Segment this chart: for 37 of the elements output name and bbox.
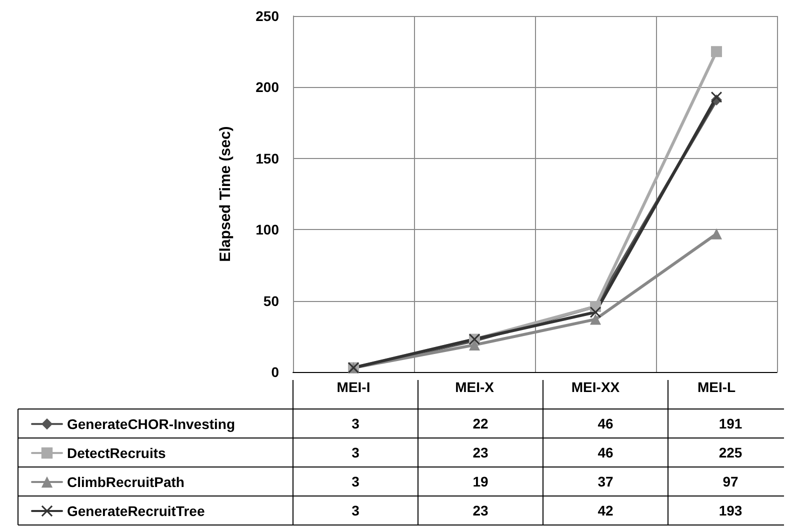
x-tick-label: MEI-X (455, 379, 495, 395)
data-label: 3 (352, 444, 360, 460)
point (711, 92, 722, 103)
x-tick-label: MEI-XX (571, 379, 620, 395)
point (469, 339, 480, 350)
legend-label: DetectRecruits (67, 445, 166, 461)
data-label: 3 (352, 416, 360, 432)
y-tick-label: 50 (263, 292, 280, 309)
data-label: 3 (352, 502, 360, 518)
x-tick-label: MEI-L (697, 379, 736, 395)
point (590, 314, 601, 325)
legend-label: GenerateRecruitTree (67, 503, 205, 519)
x-tick-label: MEI-I (336, 379, 370, 395)
data-label: 97 (722, 474, 738, 490)
data-label: 225 (718, 444, 742, 460)
data-label: 19 (472, 474, 488, 490)
y-axis-title: Elapsed Time (sec) (217, 126, 234, 262)
y-tick-label: 250 (256, 8, 280, 24)
data-label: 22 (472, 416, 488, 432)
data-label: 191 (718, 416, 742, 432)
data-label: 23 (472, 444, 488, 460)
y-tick-label: 0 (271, 364, 280, 380)
y-tick-label: 100 (256, 222, 280, 238)
point (590, 306, 601, 318)
legend-label: GenerateCHOR-Investing (67, 416, 236, 432)
legend-label: ClimbRecruitPath (67, 474, 184, 490)
y-tick-label: 150 (256, 150, 280, 166)
data-label: 37 (598, 474, 614, 490)
data-label: 46 (598, 444, 614, 460)
data-label: 42 (598, 502, 614, 518)
point (711, 46, 722, 58)
data-label: 23 (472, 502, 488, 518)
data-label: 46 (598, 416, 614, 432)
data-label: 193 (718, 502, 742, 518)
y-tick-label: 200 (256, 79, 280, 96)
data-label: 3 (352, 474, 360, 490)
point (711, 228, 722, 240)
